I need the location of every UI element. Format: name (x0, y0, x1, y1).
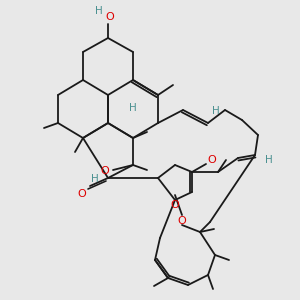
Text: O: O (171, 200, 179, 210)
Text: O: O (100, 166, 109, 176)
Text: O: O (178, 216, 186, 226)
Text: O: O (106, 12, 114, 22)
Text: H: H (265, 155, 273, 165)
Text: H: H (129, 103, 137, 113)
Text: H: H (212, 106, 220, 116)
Text: H: H (91, 174, 99, 184)
Text: O: O (78, 189, 86, 199)
Text: H: H (95, 6, 103, 16)
Text: O: O (208, 155, 216, 165)
